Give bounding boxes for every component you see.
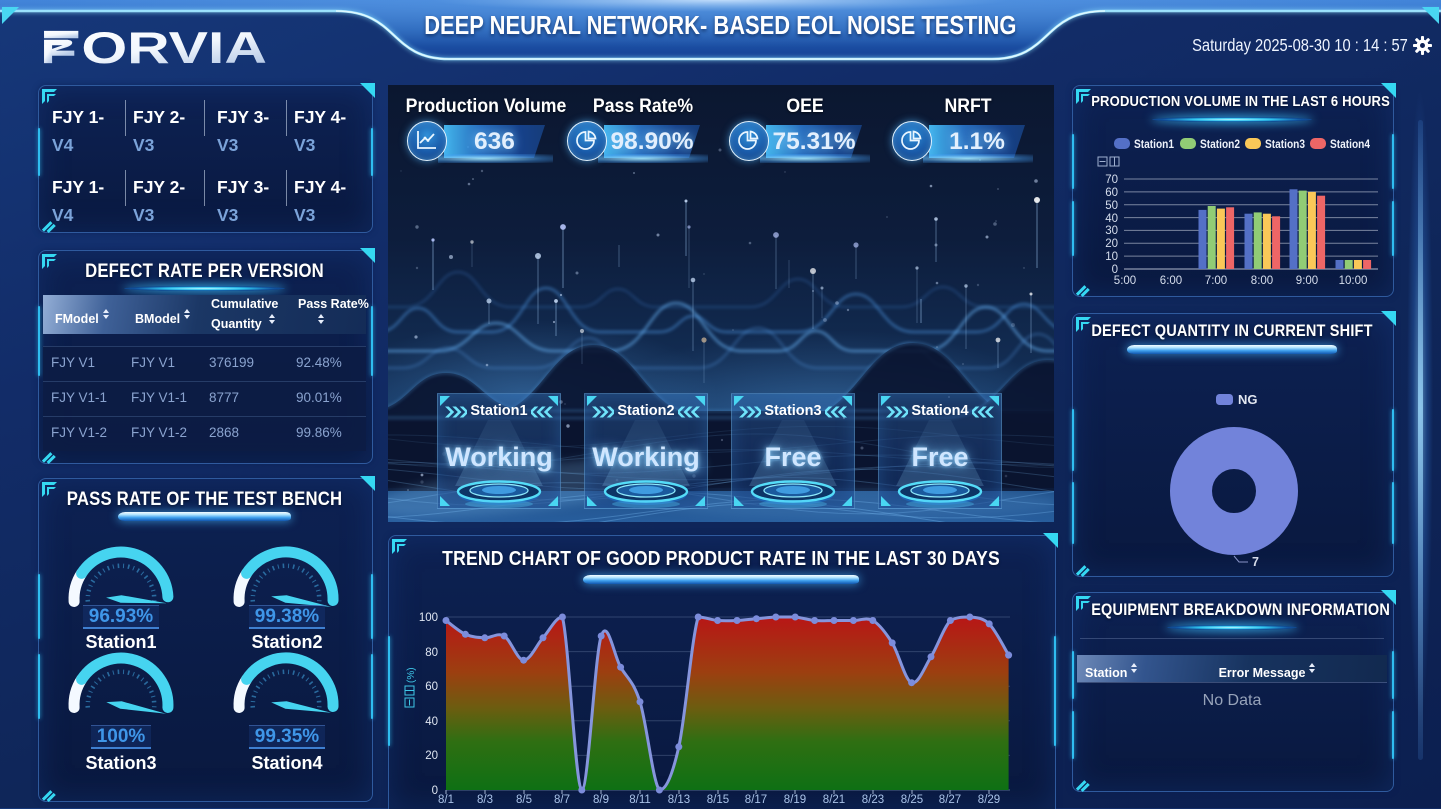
svg-text:8/3: 8/3: [477, 794, 493, 806]
svg-text:40: 40: [1105, 213, 1118, 225]
svg-text:8/11: 8/11: [629, 794, 651, 806]
svg-text:70: 70: [1105, 174, 1118, 186]
svg-text:9:00: 9:00: [1296, 275, 1318, 287]
svg-text:8/1: 8/1: [438, 794, 454, 806]
svg-text:8/15: 8/15: [707, 794, 729, 806]
svg-text:Station3: Station3: [1265, 137, 1305, 151]
svg-text:20: 20: [425, 750, 438, 762]
svg-text:8:00: 8:00: [1251, 275, 1273, 287]
svg-text:40: 40: [425, 716, 438, 728]
svg-text:10:00: 10:00: [1339, 275, 1368, 287]
svg-text:8/7: 8/7: [554, 794, 570, 806]
svg-text:ORVIA: ORVIA: [81, 24, 267, 70]
svg-text:(%): (%): [406, 667, 417, 683]
svg-text:60: 60: [1105, 187, 1118, 199]
svg-text:8/13: 8/13: [668, 794, 690, 806]
svg-text:6:00: 6:00: [1160, 275, 1182, 287]
svg-text:10: 10: [1105, 251, 1118, 263]
svg-text:Station2: Station2: [1200, 137, 1240, 151]
svg-text:5:00: 5:00: [1114, 275, 1136, 287]
svg-text:80: 80: [425, 647, 438, 659]
svg-text:NG: NG: [1238, 392, 1258, 407]
svg-text:8/19: 8/19: [784, 794, 806, 806]
svg-text:8/9: 8/9: [593, 794, 609, 806]
svg-text:7: 7: [1252, 555, 1259, 569]
svg-text:8/23: 8/23: [862, 794, 884, 806]
svg-text:8/21: 8/21: [823, 794, 845, 806]
svg-text:7:00: 7:00: [1205, 275, 1227, 287]
svg-text:60: 60: [425, 681, 438, 693]
svg-text:Station1: Station1: [1134, 137, 1174, 151]
svg-text:50: 50: [1105, 200, 1118, 212]
svg-text:30: 30: [1105, 225, 1118, 237]
svg-text:8/29: 8/29: [978, 794, 1000, 806]
svg-text:20: 20: [1105, 238, 1118, 250]
svg-text:100: 100: [419, 612, 438, 624]
svg-text:8/17: 8/17: [745, 794, 767, 806]
svg-text:8/27: 8/27: [939, 794, 961, 806]
svg-text:8/25: 8/25: [901, 794, 923, 806]
svg-text:Station4: Station4: [1330, 137, 1370, 151]
svg-text:8/5: 8/5: [516, 794, 532, 806]
